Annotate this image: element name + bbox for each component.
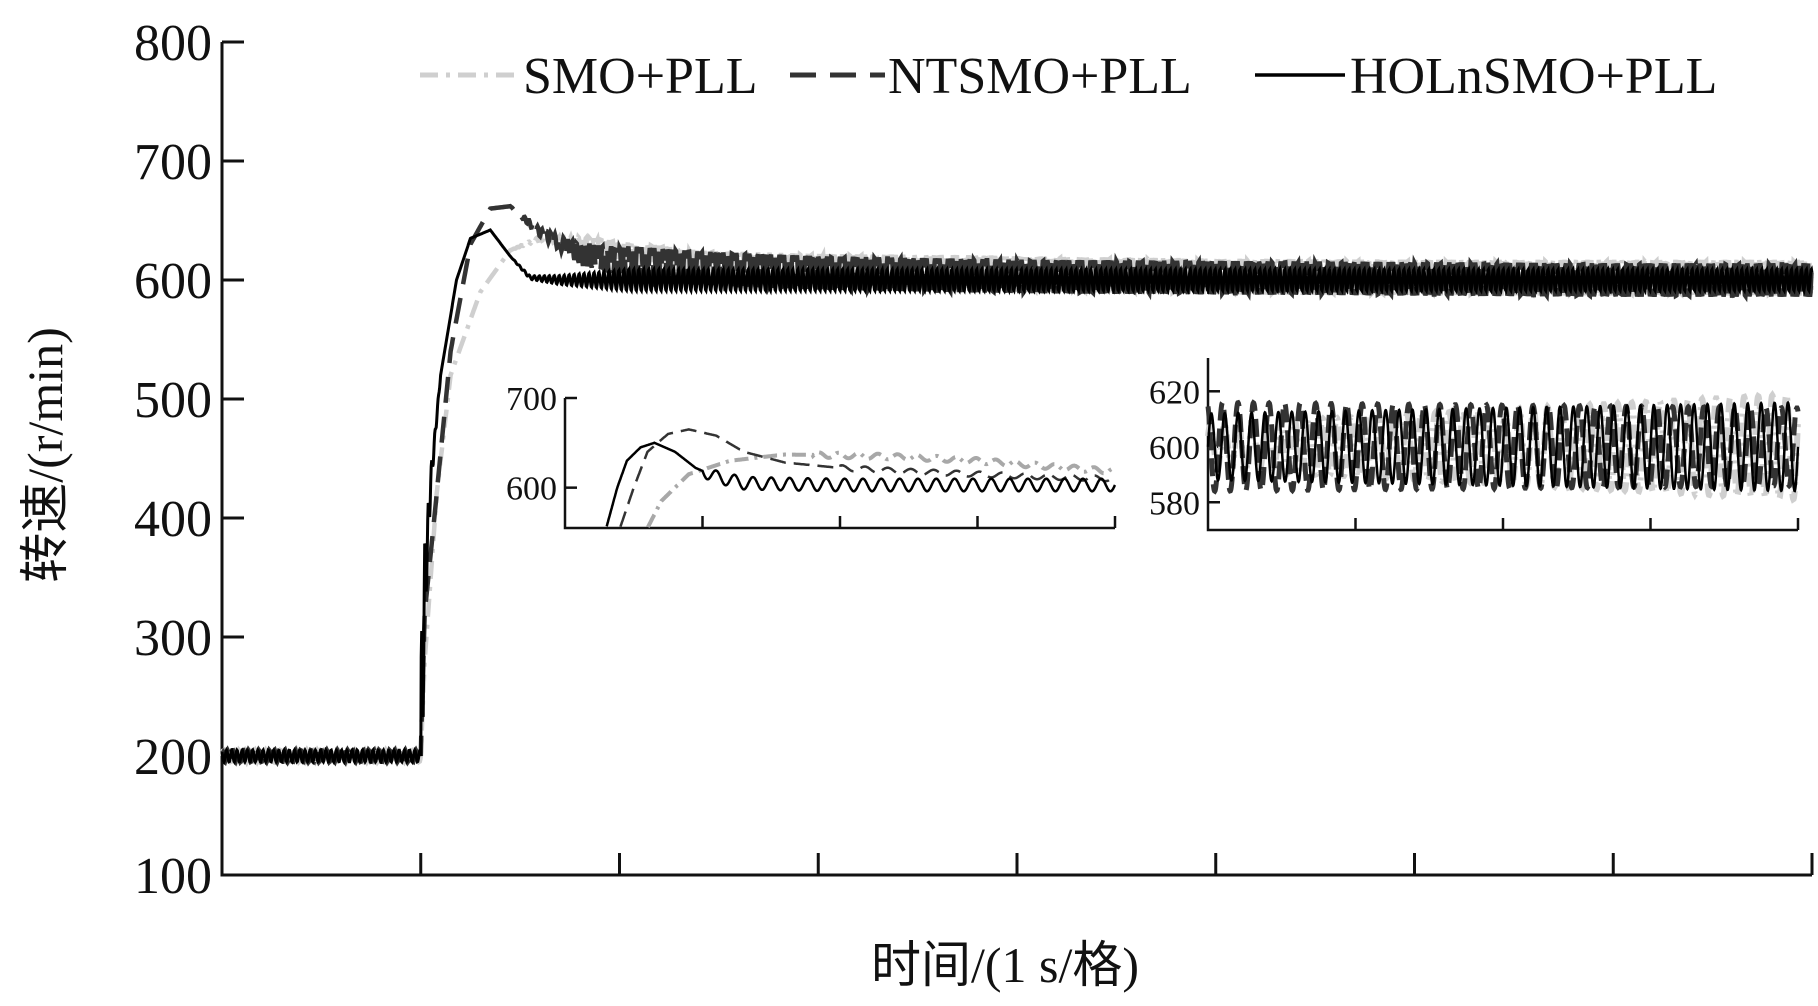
y-tick-label: 300 xyxy=(134,610,212,667)
inset-y-tick-label: 580 xyxy=(1149,485,1200,522)
inset-transient: 600 700 xyxy=(475,378,1125,548)
inset-series-line xyxy=(1205,398,1801,495)
inset-steady-state: 580 600 620 xyxy=(1128,348,1801,540)
y-tick-label: 600 xyxy=(134,253,212,310)
legend-label: SMO+PLL xyxy=(523,48,757,105)
y-tick-label: 200 xyxy=(134,729,212,786)
inset-y-tick-label: 700 xyxy=(506,381,557,418)
inset-y-tick-label: 600 xyxy=(506,471,557,508)
legend-label: HOLnSMO+PLL xyxy=(1350,48,1717,105)
inset-series-line xyxy=(619,428,1116,528)
inset-series-line xyxy=(605,441,1117,527)
inset-series-line xyxy=(1205,390,1801,505)
legend-label: NTSMO+PLL xyxy=(888,48,1192,105)
series-line-holnsmo-pll xyxy=(220,228,1814,766)
y-tick-label: 500 xyxy=(134,372,212,429)
y-axis-label: 转速/(r/min) xyxy=(17,327,73,583)
x-axis-label: 时间/(1 s/格) xyxy=(871,937,1139,993)
inset-series-line xyxy=(1206,400,1800,493)
y-tick-label: 700 xyxy=(134,134,212,191)
main-plot: 100 200 300 400 500 600 700 800 xyxy=(134,15,1815,905)
y-tick-label: 100 xyxy=(134,848,212,905)
y-tick-label: 400 xyxy=(134,491,212,548)
inset-axes xyxy=(563,398,1115,530)
legend: SMO+PLL NTSMO+PLL HOLnSMO+PLL xyxy=(420,48,1717,105)
y-tick-label: 800 xyxy=(134,15,212,72)
inset-y-tick-label: 600 xyxy=(1149,430,1200,467)
inset-series-line xyxy=(646,450,1116,528)
inset-y-tick-label: 620 xyxy=(1149,374,1200,411)
